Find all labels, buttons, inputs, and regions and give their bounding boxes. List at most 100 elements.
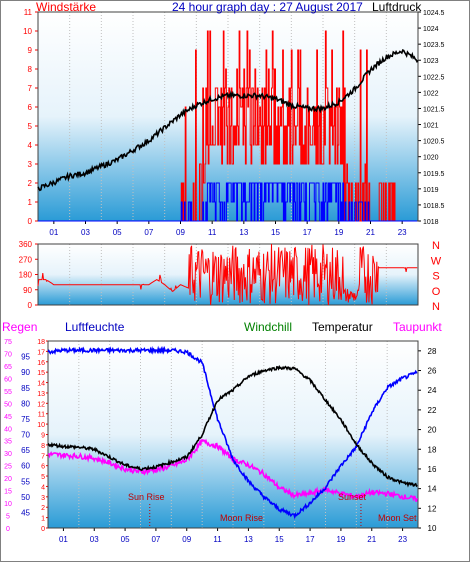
panel-3-x-tick-label: 05 xyxy=(121,535,130,544)
panel-1-left-tick-label: 7 xyxy=(28,84,33,93)
panel-3-inner-tick-label: 0 xyxy=(41,526,45,533)
panel-3-x-tick-label: 01 xyxy=(59,535,68,544)
panel-3-rain-tick-label: 60 xyxy=(4,376,12,383)
panel-3-right-tick-label: 20 xyxy=(428,426,437,435)
series-dewpoint-line xyxy=(47,438,418,502)
chart-title: 24 hour graph day : 27 August 2017 xyxy=(172,0,363,14)
panel-1-x-tick-label: 01 xyxy=(49,228,58,237)
panel-1-left-tick-label: 3 xyxy=(28,160,33,169)
panel-1-right-tick-label: 1024 xyxy=(423,26,439,33)
panel-1-right-tick-label: 1019 xyxy=(423,187,439,194)
panel-3-x-tick-label: 19 xyxy=(336,535,345,544)
panel-3-inner-tick-label: 2 xyxy=(41,505,45,512)
panel-3-humidity-tick-label: 90 xyxy=(21,368,30,377)
panel-1-right-tick-label: 1022 xyxy=(423,90,439,97)
panel-1-right-tick-label: 1023.5 xyxy=(423,42,445,49)
series-wind-mean-line xyxy=(38,182,418,222)
panel-1-x-tick-label: 21 xyxy=(366,228,375,237)
humidity-label: Luftfeuchte xyxy=(65,320,125,334)
panel-2-border xyxy=(37,243,419,306)
panel-3-rain-tick-label: 65 xyxy=(4,364,12,371)
panel-1-right-tick-label: 1018.5 xyxy=(423,203,445,210)
panel-3-inner-tick-label: 14 xyxy=(37,381,45,388)
panel-3-inner-tick-label: 10 xyxy=(37,422,45,429)
panel-3-inner-tick-label: 6 xyxy=(41,464,45,471)
panel-3-right-tick-label: 26 xyxy=(428,367,437,376)
panel-3-rain-tick-label: 15 xyxy=(4,489,12,496)
windchill-label: Windchill xyxy=(244,320,293,334)
panel-2-left-tick-label: 180 xyxy=(19,271,33,280)
panel-3-right-tick-label: 28 xyxy=(428,347,437,356)
panel-2-direction-label: N xyxy=(432,301,440,313)
annotation-moon-rise: Moon Rise xyxy=(220,513,264,523)
panel-3-x-tick-label: 13 xyxy=(244,535,253,544)
annotation-moon-set: Moon Set xyxy=(378,513,417,523)
panel-3-x-tick-label: 03 xyxy=(90,535,99,544)
panel-1-left-tick-label: 4 xyxy=(28,141,33,150)
panel-3-rain-tick-label: 35 xyxy=(4,439,12,446)
panel-2-direction-label: S xyxy=(432,271,439,283)
panel-1-left-tick-label: 11 xyxy=(24,8,33,17)
panel-1-right-tick-label: 1022.5 xyxy=(423,74,445,81)
rain-label: Regen xyxy=(2,320,38,334)
panel-1-right-tick-label: 1023 xyxy=(423,58,439,65)
panel-3-x-tick-label: 21 xyxy=(367,535,376,544)
panel-3-rain-tick-label: 50 xyxy=(4,401,12,408)
series-pressure-line xyxy=(37,49,419,192)
panel-3-right-tick-label: 22 xyxy=(428,406,437,415)
series-humidity-line xyxy=(47,345,418,520)
panel-3-rain-tick-label: 30 xyxy=(4,451,12,458)
panel-3-rain-tick-label: 40 xyxy=(4,426,12,433)
dewpoint-label: Taupunkt xyxy=(393,320,442,334)
panel-3-inner-tick-label: 4 xyxy=(41,484,45,491)
panel-3-rain-tick-label: 20 xyxy=(4,476,12,483)
panel-3-border xyxy=(47,340,419,529)
panel-2-direction-label: W xyxy=(431,255,442,267)
panel-1-left-tick-label: 8 xyxy=(28,65,33,74)
panel-3-inner-tick-label: 7 xyxy=(41,453,45,460)
panel-1-x-tick-label: 13 xyxy=(239,228,248,237)
panel-3-rain-tick-label: 70 xyxy=(4,351,12,358)
panel-3-x-tick-label: 17 xyxy=(306,535,315,544)
panel-3-inner-tick-label: 1 xyxy=(41,516,45,523)
wind-strength-label: Windstärke xyxy=(36,0,97,14)
panel-2-left-tick-label: 360 xyxy=(19,240,33,249)
panel-3-humidity-tick-label: 75 xyxy=(21,415,30,424)
panel-3-right-tick-label: 16 xyxy=(428,465,437,474)
panel-3-right-tick-label: 14 xyxy=(428,485,437,494)
panel-1-x-tick-label: 15 xyxy=(271,228,280,237)
panel-3-inner-tick-label: 12 xyxy=(37,401,45,408)
panel-1-right-tick-label: 1018 xyxy=(423,219,439,226)
panel-3-right-tick-label: 12 xyxy=(428,504,437,513)
panel-1-right-tick-label: 1019.5 xyxy=(423,171,445,178)
panel-1-border xyxy=(37,11,419,222)
panel-3-rain-tick-label: 0 xyxy=(6,526,10,533)
panel-3-inner-tick-label: 13 xyxy=(37,391,45,398)
panel-3-right-tick-label: 24 xyxy=(428,386,437,395)
panel-3-right-tick-label: 10 xyxy=(428,524,437,533)
panel-1-right-tick-label: 1020 xyxy=(423,155,439,162)
panel-3-humidity-tick-label: 70 xyxy=(21,431,30,440)
panel-3-right-tick-label: 18 xyxy=(428,445,437,454)
panel-2-left-tick-label: 0 xyxy=(28,301,33,310)
annotation-sun-rise: Sun Rise xyxy=(128,492,165,502)
panel-1-left-tick-label: 6 xyxy=(28,103,33,112)
series-temperature-line xyxy=(47,364,418,488)
panel-1-left-tick-label: 5 xyxy=(28,122,33,131)
panel-3-rain-tick-label: 5 xyxy=(6,514,10,521)
panel-3-inner-tick-label: 15 xyxy=(37,370,45,377)
panel-3-inner-tick-label: 9 xyxy=(41,433,45,440)
panel-3-x-tick-label: 11 xyxy=(213,535,222,544)
pressure-label: Luftdruck xyxy=(372,0,422,14)
panel-3-rain-tick-label: 55 xyxy=(4,389,12,396)
panel-3-humidity-tick-label: 85 xyxy=(21,384,30,393)
panel-3-inner-tick-label: 5 xyxy=(41,474,45,481)
annotation-sunset: Sunset xyxy=(338,492,367,502)
panel-3-x-tick-label: 07 xyxy=(151,535,160,544)
series-wind-direction-line xyxy=(37,244,418,306)
panel-1-x-tick-label: 23 xyxy=(398,228,407,237)
panel-3-humidity-tick-label: 95 xyxy=(21,353,30,362)
panel-3-rain-tick-label: 75 xyxy=(4,339,12,346)
